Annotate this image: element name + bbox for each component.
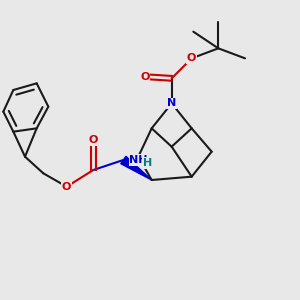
Text: N: N [167, 98, 176, 108]
Polygon shape [121, 156, 152, 180]
Text: H: H [143, 158, 152, 168]
Text: NH: NH [129, 155, 148, 165]
Text: O: O [187, 53, 196, 63]
Text: O: O [88, 135, 98, 145]
Text: O: O [62, 182, 71, 192]
Text: O: O [140, 72, 150, 82]
